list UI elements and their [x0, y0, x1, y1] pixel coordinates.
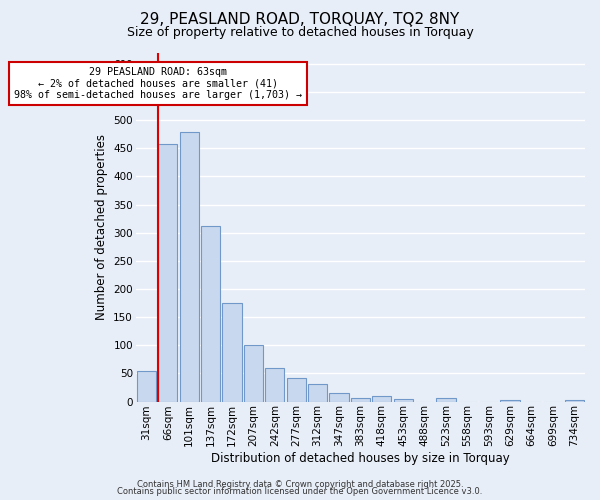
Bar	[244, 345, 263, 402]
Bar	[329, 393, 349, 402]
Bar	[158, 144, 178, 402]
X-axis label: Distribution of detached houses by size in Torquay: Distribution of detached houses by size …	[211, 452, 510, 465]
Bar	[500, 400, 520, 402]
Bar	[436, 398, 455, 402]
Bar	[179, 132, 199, 402]
Bar	[223, 303, 242, 402]
Text: Contains public sector information licensed under the Open Government Licence v3: Contains public sector information licen…	[118, 488, 482, 496]
Text: 29 PEASLAND ROAD: 63sqm
← 2% of detached houses are smaller (41)
98% of semi-det: 29 PEASLAND ROAD: 63sqm ← 2% of detached…	[14, 66, 302, 100]
Bar	[372, 396, 391, 402]
Bar	[265, 368, 284, 402]
Text: Size of property relative to detached houses in Torquay: Size of property relative to detached ho…	[127, 26, 473, 39]
Text: 29, PEASLAND ROAD, TORQUAY, TQ2 8NY: 29, PEASLAND ROAD, TORQUAY, TQ2 8NY	[140, 12, 460, 28]
Bar	[351, 398, 370, 402]
Bar	[201, 226, 220, 402]
Y-axis label: Number of detached properties: Number of detached properties	[95, 134, 107, 320]
Bar	[394, 398, 413, 402]
Bar	[565, 400, 584, 402]
Text: Contains HM Land Registry data © Crown copyright and database right 2025.: Contains HM Land Registry data © Crown c…	[137, 480, 463, 489]
Bar	[287, 378, 306, 402]
Bar	[308, 384, 327, 402]
Bar	[137, 370, 156, 402]
